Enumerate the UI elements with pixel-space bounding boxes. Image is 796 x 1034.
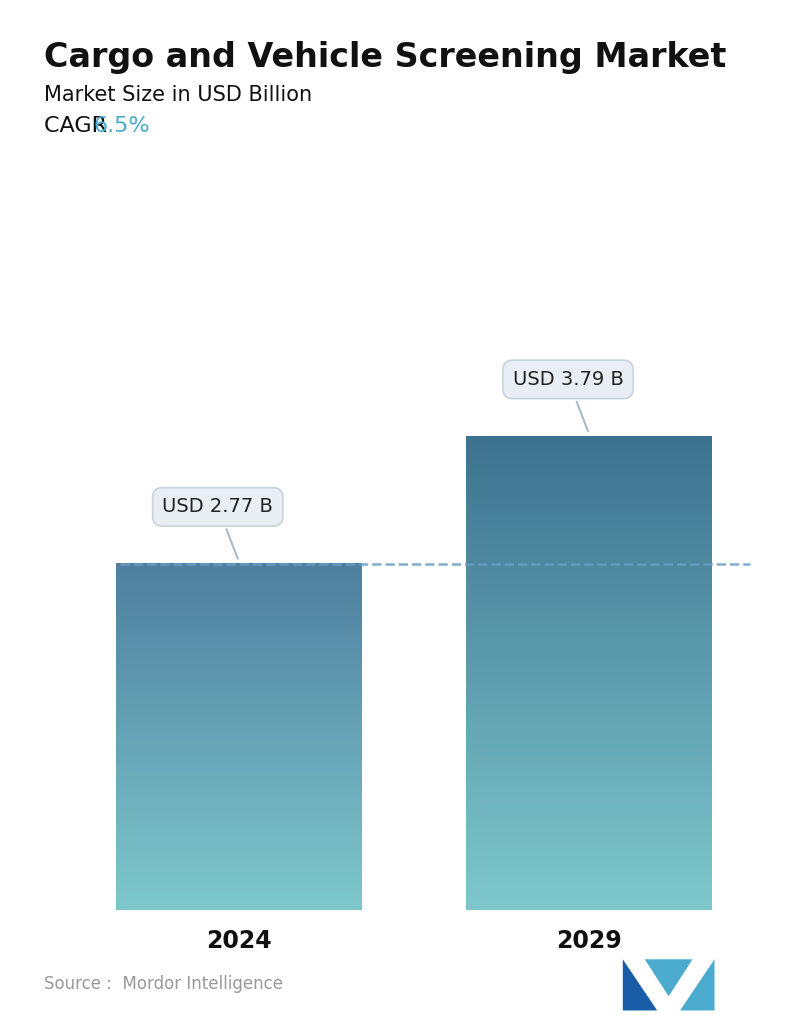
Text: CAGR: CAGR — [44, 116, 114, 135]
Text: USD 3.79 B: USD 3.79 B — [513, 370, 623, 431]
Text: Cargo and Vehicle Screening Market: Cargo and Vehicle Screening Market — [44, 41, 726, 74]
Polygon shape — [645, 960, 693, 997]
Text: USD 2.77 B: USD 2.77 B — [162, 497, 273, 558]
Text: Market Size in USD Billion: Market Size in USD Billion — [44, 85, 312, 104]
Text: 6.5%: 6.5% — [93, 116, 150, 135]
Text: Source :  Mordor Intelligence: Source : Mordor Intelligence — [44, 975, 283, 994]
Polygon shape — [622, 960, 657, 1010]
Polygon shape — [680, 960, 715, 1010]
